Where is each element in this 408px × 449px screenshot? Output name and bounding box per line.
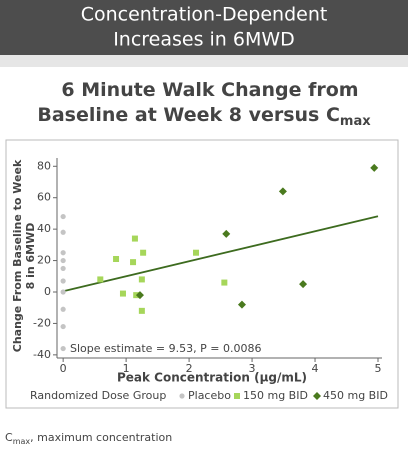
footnote: Cmax, maximum concentration xyxy=(5,431,172,446)
point xyxy=(138,307,145,314)
header-line: Increases in 6MWD xyxy=(113,29,295,51)
point xyxy=(60,306,66,312)
annotation: Slope estimate = 9.53, P = 0.0086 xyxy=(70,342,261,355)
y-axis-label: 8 in 6MWD xyxy=(24,223,37,290)
point xyxy=(97,276,104,283)
y-tick-label: 80 xyxy=(37,159,51,172)
point xyxy=(130,259,137,266)
legend-marker xyxy=(313,392,321,400)
point xyxy=(278,187,287,196)
point xyxy=(237,300,246,309)
y-tick-label: 60 xyxy=(37,191,51,204)
y-tick-label: 20 xyxy=(37,254,51,267)
chart-title-text: 6 Minute Walk Change from xyxy=(61,79,358,101)
x-tick-label: 1 xyxy=(123,362,130,375)
legend-marker xyxy=(234,393,240,399)
point xyxy=(60,278,66,284)
x-axis-label: Peak Concentration (µg/mL) xyxy=(117,371,307,385)
point xyxy=(60,289,66,295)
point xyxy=(60,250,66,256)
legend-label: 450 mg BID xyxy=(323,389,388,402)
legend-label: 150 mg BID xyxy=(243,389,308,402)
point xyxy=(60,345,66,352)
header-band xyxy=(0,0,408,55)
y-tick-label: 0 xyxy=(44,285,51,298)
point xyxy=(60,257,66,264)
point xyxy=(113,256,120,262)
y-tick-label: -40 xyxy=(33,348,51,361)
point xyxy=(119,290,126,297)
legend-title: Randomized Dose Group xyxy=(30,389,166,402)
y-tick-label: 40 xyxy=(37,222,51,235)
footnote-symbol: C xyxy=(5,431,13,444)
x-tick-label: 3 xyxy=(249,362,256,375)
y-axis-label: Change From Baseline to Week xyxy=(11,159,24,352)
x-tick-label: 4 xyxy=(312,362,319,375)
point xyxy=(370,163,379,172)
point xyxy=(60,323,66,330)
chart-title-subscript: max xyxy=(340,114,371,129)
point xyxy=(193,249,200,256)
point xyxy=(140,249,147,256)
fit-line xyxy=(62,215,379,293)
point xyxy=(131,235,138,242)
legend-label: Placebo xyxy=(188,389,231,402)
point xyxy=(221,279,228,286)
chart-title-text: Baseline at Week 8 versus C xyxy=(37,104,340,126)
chart-title: 6 Minute Walk Change from Baseline at Wee… xyxy=(37,79,371,129)
x-tick-label: 5 xyxy=(375,362,382,375)
point xyxy=(299,280,308,289)
x-tick-label: 0 xyxy=(60,362,67,375)
footnote-subscript: max xyxy=(13,437,31,446)
point xyxy=(222,229,231,238)
point xyxy=(60,229,66,235)
legend-marker xyxy=(179,393,185,399)
x-tick-label: 2 xyxy=(186,362,193,375)
point xyxy=(60,213,66,220)
point xyxy=(135,291,144,300)
y-tick-label: -20 xyxy=(33,316,51,329)
header-line: Concentration-Dependent xyxy=(81,4,328,26)
point xyxy=(138,276,145,283)
point xyxy=(60,265,66,272)
chart-frame xyxy=(5,139,399,409)
footnote-text: , maximum concentration xyxy=(30,431,172,444)
